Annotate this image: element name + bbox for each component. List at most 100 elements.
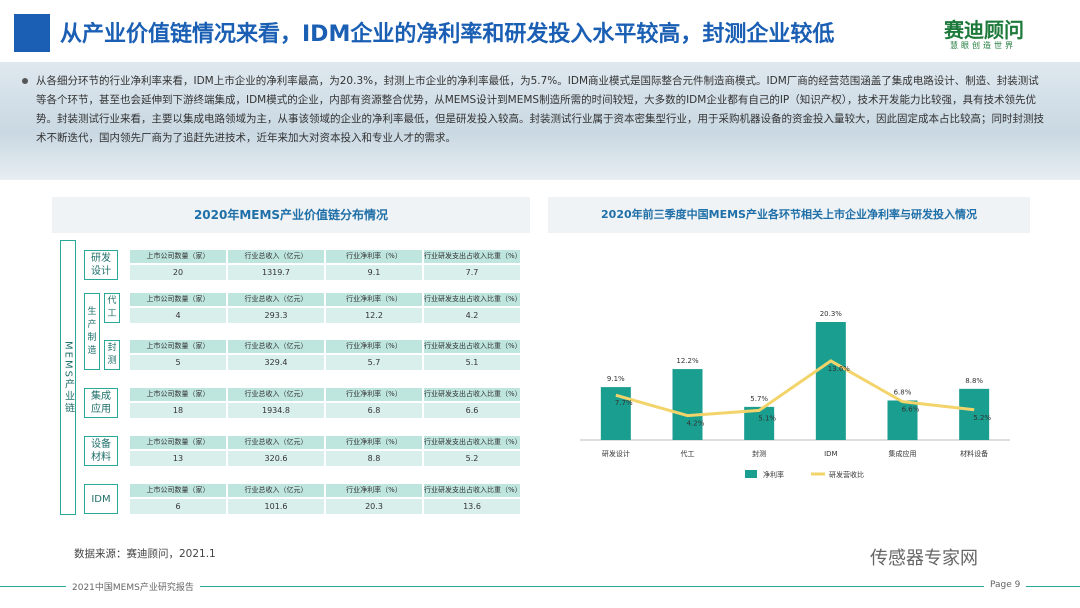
value-cell: 12.2	[326, 308, 422, 323]
header-cell: 上市公司数量（家）	[130, 436, 226, 449]
header-cell: 行业研发支出占收入比重（%）	[424, 250, 520, 263]
logo: 赛迪顾问	[944, 18, 1024, 42]
watermark: 传感器专家网	[870, 548, 978, 569]
value-cell: 1319.7	[228, 265, 324, 280]
header-cell: 行业研发支出占收入比重（%）	[424, 293, 520, 306]
x-tick-label: 封测	[752, 449, 766, 458]
chart-title: 2020年前三季度中国MEMS产业各环节相关上市企业净利率与研发投入情况	[548, 197, 1030, 233]
value-cell: 329.4	[228, 355, 324, 370]
value-cell: 20	[130, 265, 226, 280]
data-label: 6.8%	[894, 388, 912, 396]
bullet	[22, 78, 28, 84]
header-cell: 行业总收入（亿元）	[228, 484, 324, 497]
header-cell: 行业研发支出占收入比重（%）	[424, 436, 520, 449]
value-cell: 6.6	[424, 403, 520, 418]
header-icon	[14, 14, 50, 52]
table-title: 2020年MEMS产业价值链分布情况	[52, 197, 530, 233]
header-cell: 上市公司数量（家）	[130, 293, 226, 306]
row-label: IDM	[84, 484, 118, 514]
value-cell: 18	[130, 403, 226, 418]
data-label: 5.2%	[973, 414, 991, 422]
value-cell: 320.6	[228, 451, 324, 466]
value-cell: 8.8	[326, 451, 422, 466]
value-chain-table: 研发设计 上市公司数量（家） 20 行业总收入（亿元） 1319.7 行业净利率（%） 9.…	[0, 0, 520, 514]
source: 数据来源：赛迪顾问，2021.1	[74, 548, 216, 560]
data-label: 4.2%	[687, 420, 705, 428]
header-cell: 行业净利率（%）	[326, 340, 422, 353]
footer-page: Page 9	[984, 580, 1027, 590]
side-label: MEMS产业链	[60, 240, 76, 515]
value-cell: 101.6	[228, 499, 324, 514]
group-label: 生产制造	[84, 293, 100, 370]
value-cell: 6.8	[326, 403, 422, 418]
header-cell: 行业研发支出占收入比重（%）	[424, 388, 520, 401]
value-cell: 5	[130, 355, 226, 370]
slogan: 慧眼创造世界	[950, 41, 1016, 50]
value-cell: 4	[130, 308, 226, 323]
data-label: 13.6%	[828, 365, 851, 373]
legend-label: 研发营收比	[829, 470, 864, 479]
header-cell: 行业净利率（%）	[326, 388, 422, 401]
header-cell: 行业总收入（亿元）	[228, 436, 324, 449]
value-cell: 7.7	[424, 265, 520, 280]
header-cell: 行业总收入（亿元）	[228, 340, 324, 353]
data-label: 5.7%	[750, 395, 768, 403]
x-tick-label: 代工	[681, 449, 695, 458]
data-label: 9.1%	[607, 375, 625, 383]
value-cell: 293.3	[228, 308, 324, 323]
value-cell: 13.6	[424, 499, 520, 514]
value-cell: 20.3	[326, 499, 422, 514]
legend-swatch	[745, 470, 757, 478]
x-tick-label: 研发设计	[602, 449, 630, 458]
data-label: 12.2%	[676, 357, 699, 365]
x-tick-label: IDM	[824, 450, 838, 458]
header-cell: 上市公司数量（家）	[130, 484, 226, 497]
value-cell: 1934.8	[228, 403, 324, 418]
bar	[959, 388, 990, 440]
line	[615, 359, 975, 418]
value-cell: 5.7	[326, 355, 422, 370]
data-label: 6.6%	[902, 406, 920, 414]
value-cell: 5.1	[424, 355, 520, 370]
row-label: 封测	[104, 340, 120, 370]
row-label: 代工	[104, 293, 120, 323]
x-tick-label: 材料设备	[960, 449, 988, 458]
header-cell: 行业净利率（%）	[326, 484, 422, 497]
header-cell: 行业净利率（%）	[326, 250, 422, 263]
header-cell: 行业总收入（亿元）	[228, 388, 324, 401]
value-cell: 9.1	[326, 265, 422, 280]
header-cell: 上市公司数量（家）	[130, 388, 226, 401]
bar	[672, 369, 703, 440]
data-label: 8.8%	[965, 377, 983, 385]
x-tick-label: 集成应用	[889, 449, 917, 458]
row-label: 集成应用	[84, 388, 118, 418]
value-cell: 6	[130, 499, 226, 514]
header-cell: 行业净利率（%）	[326, 293, 422, 306]
row-label: 设备材料	[84, 436, 118, 466]
header-cell: 行业总收入（亿元）	[228, 250, 324, 263]
page-title: 从产业价值链情况来看，IDM企业的净利率和研发投入水平较高，封测企业较低	[60, 22, 835, 47]
value-cell: 13	[130, 451, 226, 466]
header-cell: 行业研发支出占收入比重（%）	[424, 484, 520, 497]
data-label: 7.7%	[615, 399, 633, 407]
row-label: 研发设计	[84, 250, 118, 280]
header-cell: 行业总收入（亿元）	[228, 293, 324, 306]
value-cell: 4.2	[424, 308, 520, 323]
header-cell: 上市公司数量（家）	[130, 340, 226, 353]
intro-text: 从各细分环节的行业净利率来看，IDM上市企业的净利率最高，为20.3%，封测上市…	[36, 75, 1044, 144]
header-cell: 行业净利率（%）	[326, 436, 422, 449]
footer-report: 2021中国MEMS产业研究报告	[66, 580, 200, 593]
bar	[887, 400, 918, 440]
bar	[600, 387, 631, 440]
footer-line	[0, 586, 1080, 587]
header-cell: 上市公司数量（家）	[130, 250, 226, 263]
intro-band	[0, 62, 1080, 180]
bar	[815, 322, 846, 440]
data-label: 20.3%	[820, 310, 843, 318]
legend-label: 净利率	[763, 470, 784, 479]
header-cell: 行业研发支出占收入比重（%）	[424, 340, 520, 353]
data-label: 5.1%	[758, 414, 776, 422]
value-cell: 5.2	[424, 451, 520, 466]
